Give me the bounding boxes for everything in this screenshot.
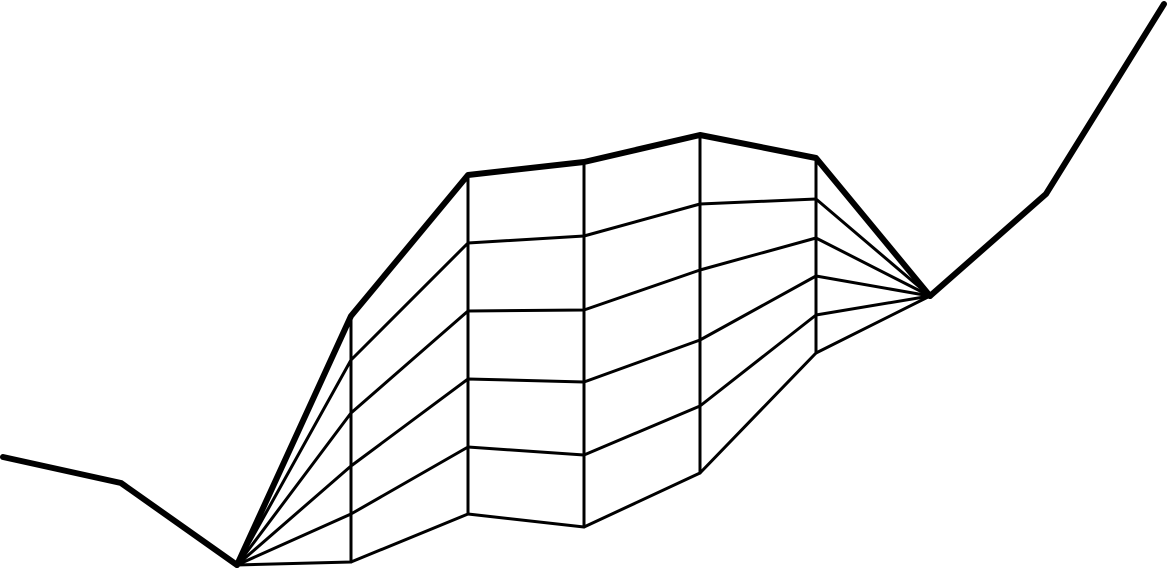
terrain-right-line xyxy=(930,4,1164,296)
terrain-left-line xyxy=(3,457,237,565)
inner-mesh-lines xyxy=(237,135,930,565)
